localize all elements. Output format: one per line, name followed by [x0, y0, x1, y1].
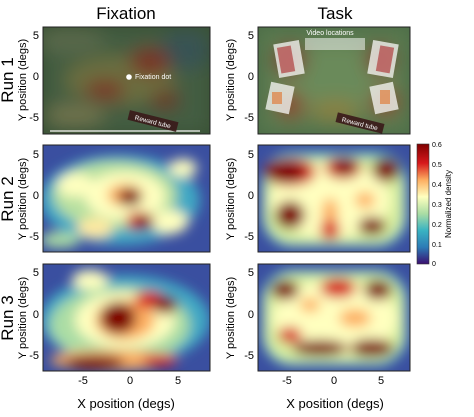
ytick-f1-0: 0 [33, 71, 39, 83]
column-title-task: Task [318, 4, 353, 23]
xlabel-fixation: X position (degs) [77, 396, 175, 411]
fixation-dot-label: Fixation dot [135, 74, 171, 81]
column-title-fixation: Fixation [96, 4, 156, 23]
panel-border-task-run-1 [257, 26, 411, 135]
ylabel-right-run-3: Y position (degs) [225, 277, 237, 359]
ytick-f2-neg5: -5 [29, 231, 39, 243]
heatmap-fixation-run-3 [43, 264, 210, 371]
colorbar [416, 143, 430, 265]
ylabel-left-run-3: Y position (degs) [17, 277, 29, 359]
ylabel-left-run-2: Y position (degs) [17, 158, 29, 240]
colorbar-tick-0.2: 0.2 [432, 222, 442, 229]
ytick-f3-neg5: -5 [29, 350, 39, 362]
heatmap-fixation-run-2 [43, 145, 210, 252]
panel-border-fixation-run-2 [42, 144, 211, 253]
ylabel-right-run-1: Y position (degs) [225, 39, 237, 121]
heatmap-fixation-run-1: Fixation dot Reward tube [43, 27, 210, 134]
ytick-t2-0: 0 [248, 190, 254, 202]
row-label-run-3: Run 3 [0, 295, 17, 340]
ytick-t1-0: 0 [248, 71, 254, 83]
ytick-t1-neg5: -5 [244, 112, 254, 124]
row-label-run-2: Run 2 [0, 176, 17, 221]
colorbar-tick-0.1: 0.1 [432, 242, 442, 249]
ytick-f1-5: 5 [33, 30, 39, 42]
xtick-task-5: 5 [378, 375, 384, 387]
video-locations-label: Video locations [306, 30, 354, 37]
heatmap-task-run-2 [258, 145, 410, 252]
ytick-t2-5: 5 [248, 149, 254, 161]
xtick-fixation-neg5: -5 [78, 375, 88, 387]
xtick-fixation-0: 0 [127, 375, 133, 387]
ylabel-right-run-2: Y position (degs) [225, 158, 237, 240]
ytick-f2-0: 0 [33, 190, 39, 202]
row-label-run-1: Run 1 [0, 57, 17, 102]
ytick-t3-5: 5 [248, 267, 254, 279]
xtick-task-neg5: -5 [282, 375, 292, 387]
colorbar-tick-0.5: 0.5 [432, 162, 442, 169]
colorbar-label: Normalized density [444, 170, 453, 238]
ylabel-left-run-1: Y position (degs) [17, 39, 29, 121]
panel-border-fixation-run-1 [42, 26, 211, 135]
xlabel-task: X position (degs) [286, 396, 384, 411]
ytick-t1-5: 5 [248, 30, 254, 42]
ytick-f3-0: 0 [33, 309, 39, 321]
xtick-fixation-5: 5 [175, 375, 181, 387]
ytick-t3-0: 0 [248, 309, 254, 321]
ytick-f2-5: 5 [33, 149, 39, 161]
ytick-t3-neg5: -5 [244, 350, 254, 362]
ytick-f3-5: 5 [33, 267, 39, 279]
colorbar-tick-0: 0 [432, 261, 436, 268]
colorbar-tick-0.4: 0.4 [432, 182, 442, 189]
ytick-f1-neg5: -5 [29, 112, 39, 124]
colorbar-tick-0.3: 0.3 [432, 202, 442, 209]
panel-border-task-run-2 [257, 144, 411, 253]
xtick-task-0: 0 [331, 375, 337, 387]
colorbar-tick-0.6: 0.6 [432, 142, 442, 149]
panel-border-task-run-3 [257, 263, 411, 372]
heatmap-task-run-1: Video locations Reward tube [258, 27, 410, 134]
heatmap-task-run-3 [258, 264, 410, 371]
fixation-dot-marker [126, 74, 132, 80]
ytick-t2-neg5: -5 [244, 231, 254, 243]
panel-border-fixation-run-3 [42, 263, 211, 372]
